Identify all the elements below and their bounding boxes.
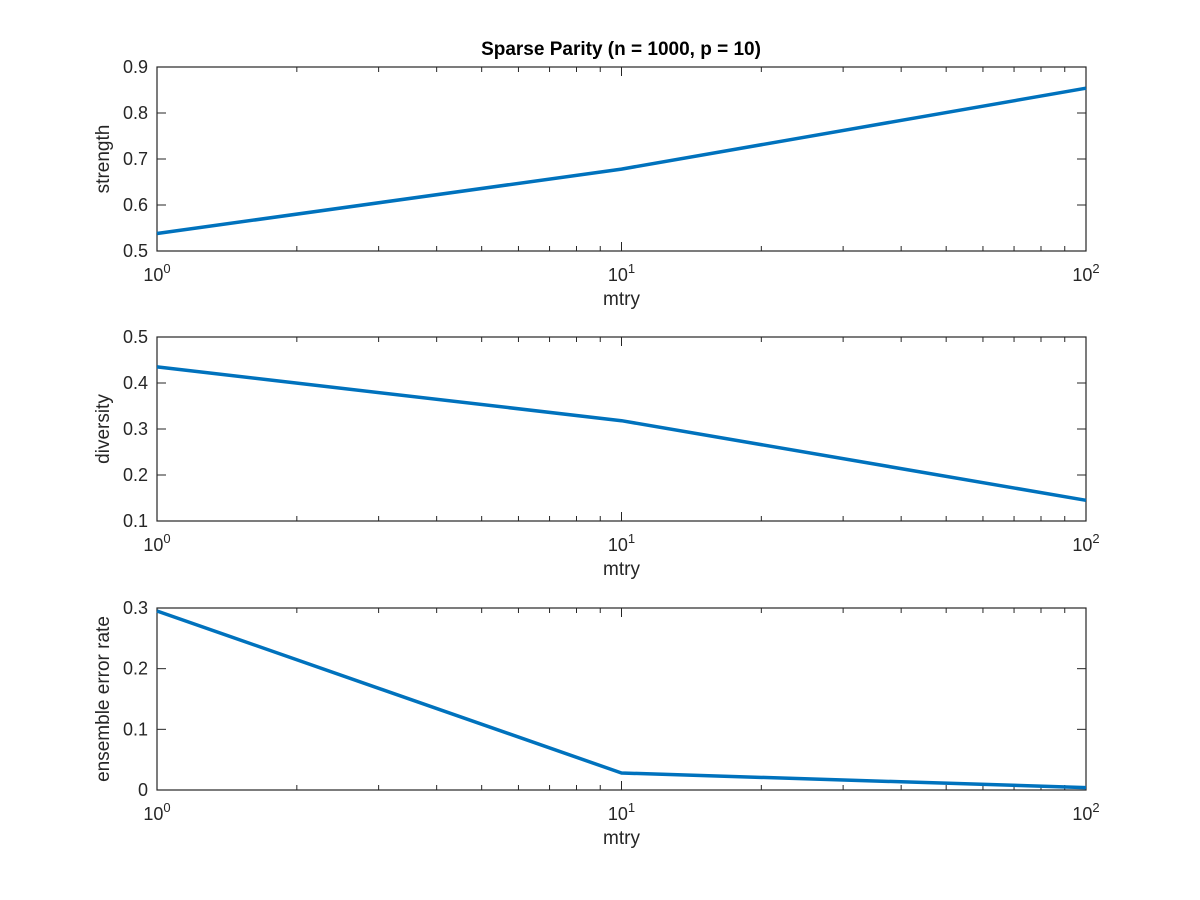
x-tick-label: 102 xyxy=(1072,800,1099,824)
x-tick-label: 100 xyxy=(143,531,170,555)
y-tick-label: 0.8 xyxy=(123,103,148,123)
x-tick-label-exponent: 2 xyxy=(1092,261,1099,276)
x-tick-label-base: 10 xyxy=(608,804,628,824)
y-tick-label: 0.5 xyxy=(123,241,148,261)
x-tick-label-base: 10 xyxy=(608,535,628,555)
x-tick-label-base: 10 xyxy=(143,535,163,555)
x-axis-label: mtry xyxy=(603,289,640,310)
x-tick-label-exponent: 1 xyxy=(628,531,635,546)
x-tick-label-exponent: 0 xyxy=(163,261,170,276)
y-axis-label: strength xyxy=(93,125,114,194)
x-tick-label-base: 10 xyxy=(608,265,628,285)
x-tick-label-base: 10 xyxy=(1072,535,1092,555)
x-tick-label-base: 10 xyxy=(1072,265,1092,285)
y-axis-label: ensemble error rate xyxy=(93,616,114,782)
y-tick-label: 0.1 xyxy=(123,719,148,739)
x-tick-label-exponent: 2 xyxy=(1092,531,1099,546)
x-tick-label: 100 xyxy=(143,261,170,285)
y-tick-label: 0.9 xyxy=(123,57,148,77)
y-tick-label: 0 xyxy=(138,780,148,800)
x-tick-label-base: 10 xyxy=(143,265,163,285)
x-tick-label-exponent: 1 xyxy=(628,261,635,276)
y-tick-label: 0.7 xyxy=(123,149,148,169)
y-tick-label: 0.3 xyxy=(123,419,148,439)
y-axis-label: diversity xyxy=(93,394,114,464)
x-tick-label: 102 xyxy=(1072,531,1099,555)
series-line-3 xyxy=(156,609,1087,790)
y-tick-label: 0.2 xyxy=(123,659,148,679)
x-tick-label-exponent: 0 xyxy=(163,800,170,815)
x-tick-label-base: 10 xyxy=(1072,804,1092,824)
y-tick-label: 0.1 xyxy=(123,511,148,531)
y-tick-label: 0.5 xyxy=(123,327,148,347)
y-tick-label: 0.4 xyxy=(123,373,148,393)
x-tick-label-base: 10 xyxy=(143,804,163,824)
x-axis-label: mtry xyxy=(603,828,640,849)
x-tick-label: 101 xyxy=(608,531,635,555)
y-tick-label: 0.3 xyxy=(123,598,148,618)
series-line-2 xyxy=(156,365,1087,503)
x-tick-label-exponent: 2 xyxy=(1092,800,1099,815)
x-tick-label: 102 xyxy=(1072,261,1099,285)
y-tick-label: 0.2 xyxy=(123,465,148,485)
x-tick-label: 101 xyxy=(608,800,635,824)
figure-title: Sparse Parity (n = 1000, p = 10) xyxy=(481,39,761,60)
x-tick-label-exponent: 0 xyxy=(163,531,170,546)
x-tick-label: 100 xyxy=(143,800,170,824)
x-tick-label: 101 xyxy=(608,261,635,285)
x-axis-label: mtry xyxy=(603,559,640,580)
series-line-1 xyxy=(156,86,1087,236)
x-tick-label-exponent: 1 xyxy=(628,800,635,815)
y-tick-label: 0.6 xyxy=(123,195,148,215)
